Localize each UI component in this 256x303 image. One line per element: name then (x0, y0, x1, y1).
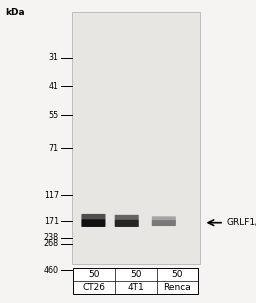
Text: CT26: CT26 (82, 283, 105, 292)
Text: 117: 117 (44, 191, 59, 200)
Text: GRLF1/p190RhoGAP: GRLF1/p190RhoGAP (227, 218, 256, 227)
Text: 55: 55 (49, 111, 59, 120)
Text: 71: 71 (49, 144, 59, 153)
Text: 50: 50 (88, 270, 100, 279)
Text: 238: 238 (44, 233, 59, 242)
Text: kDa: kDa (5, 8, 25, 17)
Text: 171: 171 (44, 217, 59, 226)
FancyBboxPatch shape (152, 220, 176, 226)
Bar (72, 12, 200, 264)
Text: 50: 50 (130, 270, 141, 279)
Text: Renca: Renca (164, 283, 191, 292)
Text: 31: 31 (49, 53, 59, 62)
FancyBboxPatch shape (81, 219, 105, 227)
Text: 50: 50 (172, 270, 183, 279)
FancyBboxPatch shape (152, 216, 176, 221)
FancyBboxPatch shape (115, 215, 139, 220)
Bar (73, 268, 198, 294)
FancyBboxPatch shape (115, 220, 139, 227)
Text: 460: 460 (44, 266, 59, 275)
Text: 4T1: 4T1 (127, 283, 144, 292)
FancyBboxPatch shape (81, 214, 105, 219)
Text: 268: 268 (44, 239, 59, 248)
Text: 41: 41 (49, 82, 59, 91)
